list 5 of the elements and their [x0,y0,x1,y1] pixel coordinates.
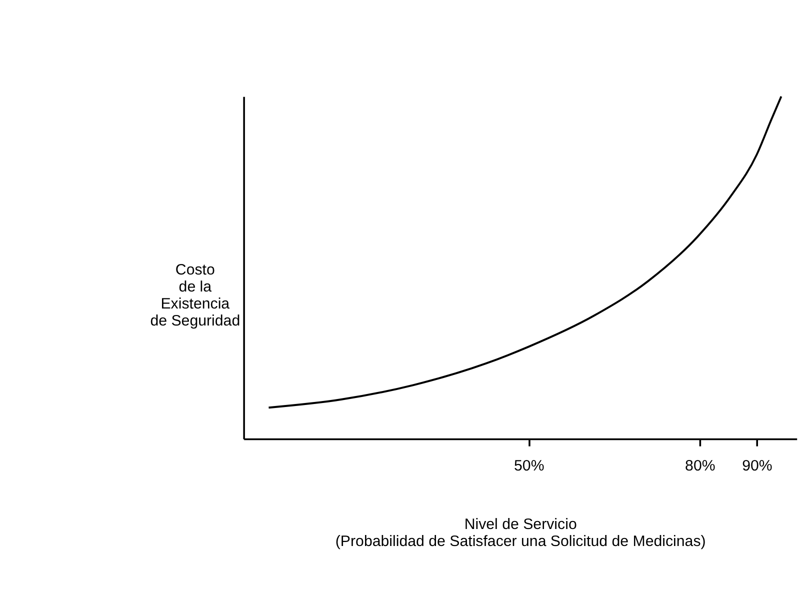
x-tick-label: 90% [742,457,772,474]
x-tick-label: 80% [685,457,716,474]
x-tick-label: 50% [514,457,544,474]
y-axis-title: Costo de la Existencia de Seguridad [150,262,240,330]
x-axis-title: Nivel de Servicio (Probabilidad de Satisfacer una Solicitud de Medicinas) [335,516,706,550]
